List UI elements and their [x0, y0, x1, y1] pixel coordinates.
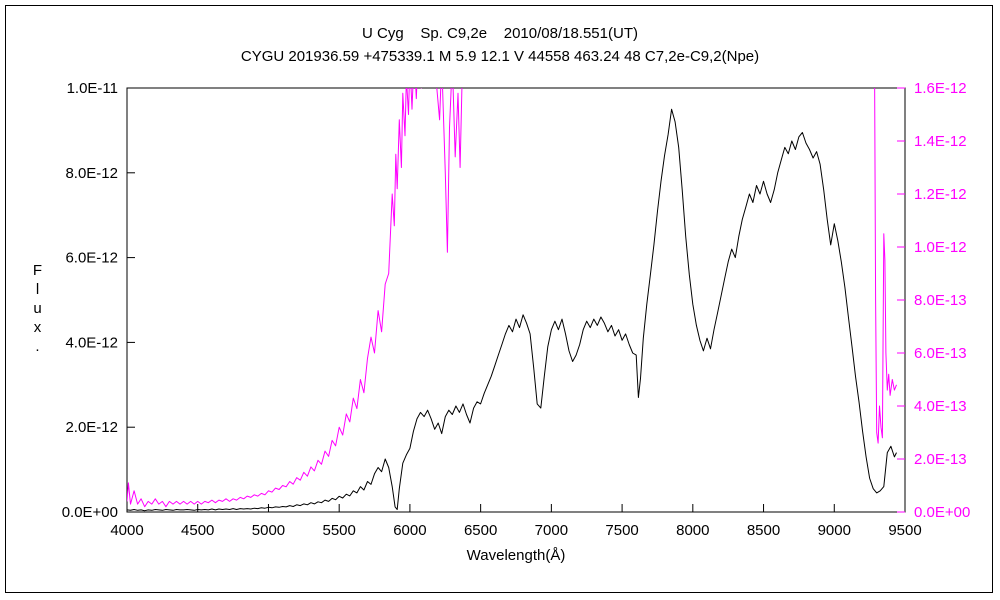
y-right-tick-label: 2.0E-13: [914, 451, 967, 468]
x-axis-tick-label: 5500: [322, 522, 355, 539]
plot-frame: [126, 87, 906, 513]
x-axis-tick-label: 8000: [676, 522, 709, 539]
y-axis-title-suffix: .: [29, 338, 46, 357]
x-axis-tick-label: 4000: [110, 522, 143, 539]
x-axis-tick-label: 8500: [747, 522, 780, 539]
x-axis-tick-label: 5000: [252, 522, 285, 539]
y-right-tick-label: 8.0E-13: [914, 292, 967, 309]
x-axis-tick-label: 6500: [464, 522, 497, 539]
y-axis-title: Flux.: [29, 262, 46, 357]
y-left-tick-label: 2.0E-12: [65, 419, 118, 436]
black-spectrum-line: [127, 108, 897, 512]
y-left-tick-label: 8.0E-12: [65, 165, 118, 182]
chart-subtitle: CYGU 201936.59 +475339.1 M 5.9 12.1 V 44…: [240, 48, 760, 65]
x-axis-tick-label: 9500: [888, 522, 921, 539]
y-right-tick-label: 6.0E-13: [914, 345, 967, 362]
x-axis-tick-label: 6000: [393, 522, 426, 539]
y-right-tick-label: 0.0E+00: [914, 504, 970, 521]
x-axis-tick-label: 9000: [818, 522, 851, 539]
chart-title: U Cyg Sp. C9,2e 2010/08/18.551(UT): [362, 25, 638, 42]
x-axis-title: Wavelength(Å): [466, 547, 566, 564]
y-right-tick-label: 1.4E-12: [914, 133, 967, 150]
y-left-tick-label: 1.0E-11: [67, 80, 118, 97]
y-left-tick-label: 4.0E-12: [65, 334, 118, 351]
x-axis-tick-label: 7000: [535, 522, 568, 539]
magenta-spectrum-line: [127, 88, 897, 508]
y-right-tick-label: 4.0E-13: [914, 398, 967, 415]
outer-border: [5, 5, 993, 593]
y-left-tick-label: 0.0E+00: [62, 504, 118, 521]
y-right-tick-label: 1.2E-12: [914, 186, 967, 203]
y-right-tick-label: 1.0E-12: [914, 239, 967, 256]
y-right-tick-label: 1.6E-12: [914, 80, 967, 97]
x-axis-tick-label: 4500: [181, 522, 214, 539]
x-axis-tick-label: 7500: [605, 522, 638, 539]
y-axis-title-text: Flux: [29, 262, 46, 338]
y-left-tick-label: 6.0E-12: [65, 250, 118, 267]
